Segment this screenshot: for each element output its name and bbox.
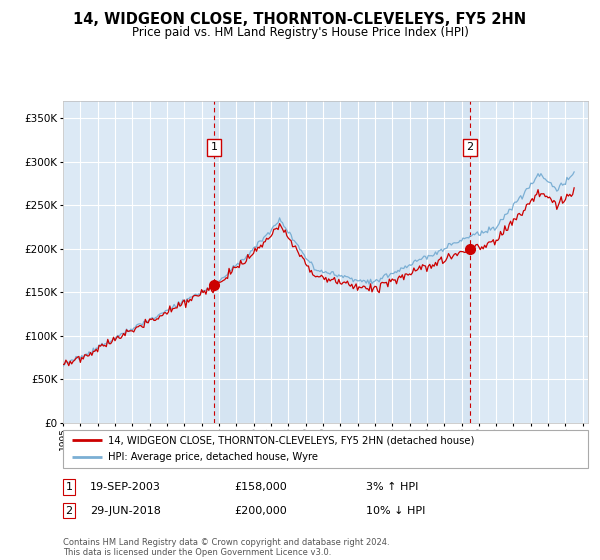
Text: 14, WIDGEON CLOSE, THORNTON-CLEVELEYS, FY5 2HN: 14, WIDGEON CLOSE, THORNTON-CLEVELEYS, F…: [73, 12, 527, 27]
Text: 10% ↓ HPI: 10% ↓ HPI: [366, 506, 425, 516]
Text: HPI: Average price, detached house, Wyre: HPI: Average price, detached house, Wyre: [108, 452, 318, 462]
Text: 19-SEP-2003: 19-SEP-2003: [90, 482, 161, 492]
Text: 29-JUN-2018: 29-JUN-2018: [90, 506, 161, 516]
Bar: [214, 101, 470, 423]
Text: 14, WIDGEON CLOSE, THORNTON-CLEVELEYS, FY5 2HN (detached house): 14, WIDGEON CLOSE, THORNTON-CLEVELEYS, F…: [108, 435, 475, 445]
Text: 1: 1: [211, 142, 218, 152]
Text: 1: 1: [65, 482, 73, 492]
Text: Price paid vs. HM Land Registry's House Price Index (HPI): Price paid vs. HM Land Registry's House …: [131, 26, 469, 39]
Text: £200,000: £200,000: [234, 506, 287, 516]
Text: 2: 2: [65, 506, 73, 516]
Text: 3% ↑ HPI: 3% ↑ HPI: [366, 482, 418, 492]
Text: £158,000: £158,000: [234, 482, 287, 492]
Text: Contains HM Land Registry data © Crown copyright and database right 2024.
This d: Contains HM Land Registry data © Crown c…: [63, 538, 389, 557]
Text: 2: 2: [466, 142, 473, 152]
